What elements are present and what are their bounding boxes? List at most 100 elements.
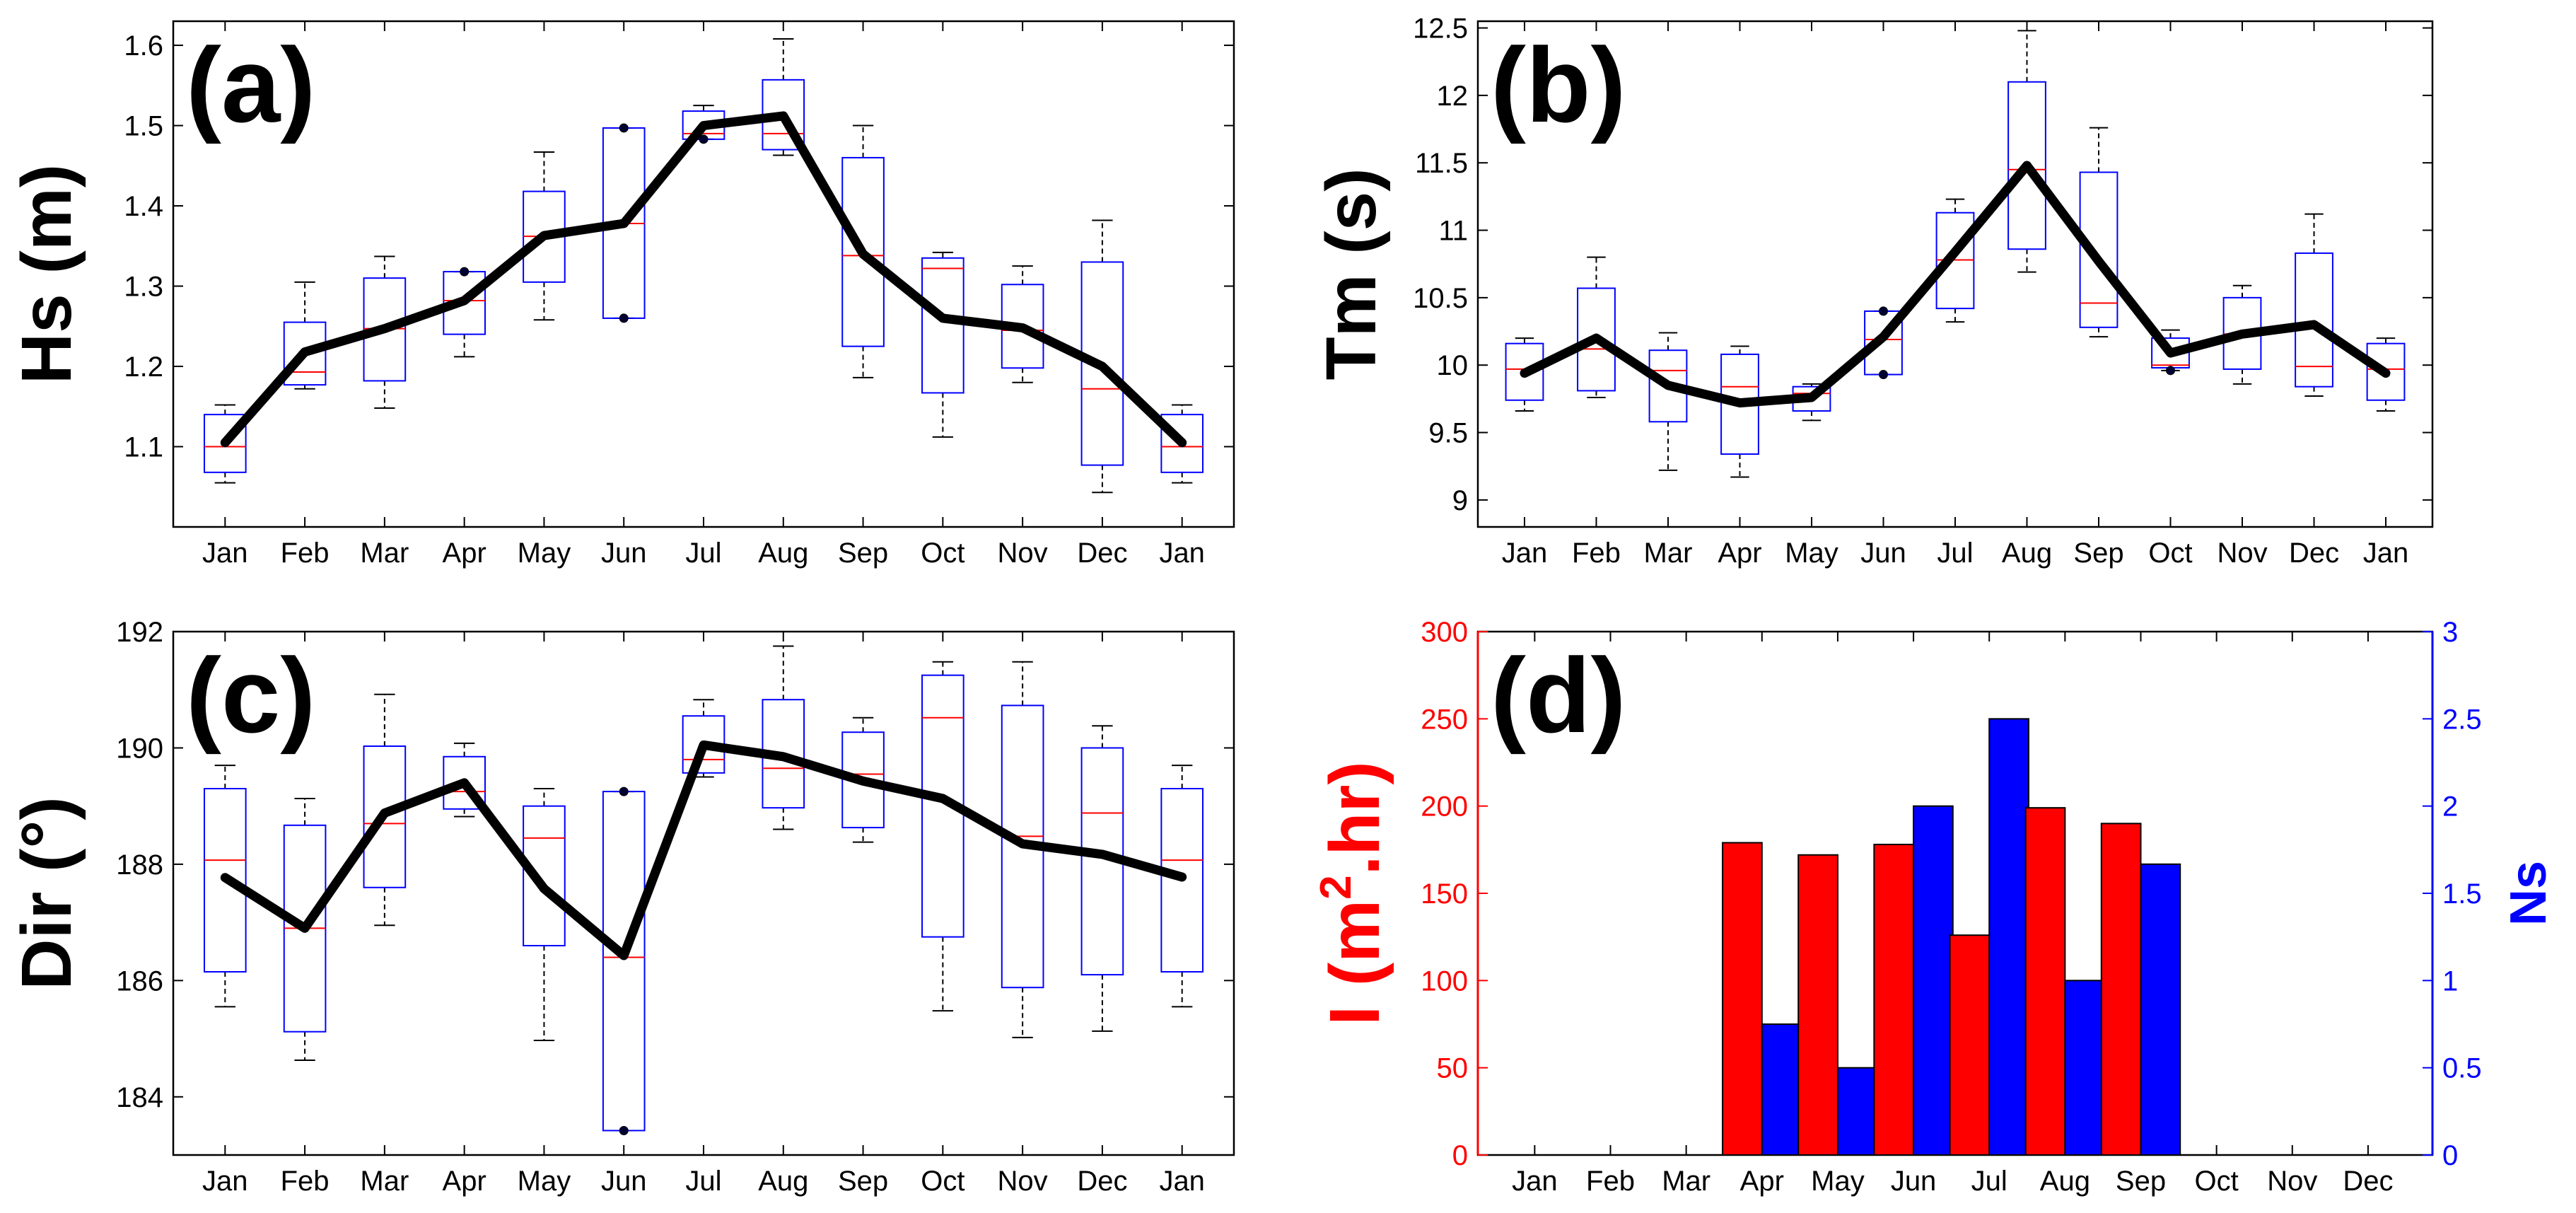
box-body [2366,342,2406,401]
bar-Ns-sep [2140,863,2181,1156]
y-axis-label-left: I (m2.hr) [1312,761,1394,1025]
mean-line [220,111,1187,448]
outlier-point [619,787,629,796]
y-tick-label: 1.4 [124,191,163,222]
bar-Ns-jun [1913,805,1954,1156]
box-body [363,277,407,382]
x-tick-label: Apr [443,538,486,569]
box-dec [1080,219,1124,494]
x-tick-label: Jul [685,1166,721,1197]
bar-I-jul [1949,934,1991,1156]
outlier-point [2166,366,2176,376]
y-tick-label: 1.1 [124,432,163,463]
box-sep [841,716,885,843]
x-tick-label: Jul [1937,538,1973,569]
x-tick-label: Jul [685,538,721,569]
panel-label: (d) [1491,636,1626,755]
x-tick-label: Oct [921,538,964,569]
box-jun [602,787,646,1135]
outlier-point [619,123,629,133]
x-tick-label: Mar [1644,538,1693,569]
x-tick-label: Dec [2343,1166,2393,1197]
bar-Ns-jul [1988,718,2029,1156]
box-apr [1720,345,1759,478]
x-tick-label: Apr [1740,1166,1784,1197]
box-body [2295,252,2333,388]
y-axis-label: Dir (°) [7,796,86,989]
outlier-point [1878,306,1888,316]
plot-frame [172,20,1235,528]
x-tick-label: Jan [2363,538,2409,569]
y-tick-label: 9 [1452,485,1468,516]
y-tick-label-right: 3 [2442,617,2458,648]
bar-I-may [1797,854,1838,1156]
panel-label: (c) [186,636,315,755]
box-body [363,745,407,888]
box-body [2007,81,2046,250]
bar-I-jun [1873,843,1915,1156]
box-jan [1160,404,1204,484]
y-axis-label-right: Ns [2500,861,2557,926]
x-tick-label: Sep [838,1166,888,1197]
box-body [283,321,327,386]
box-body [921,257,964,394]
x-tick-label: Dec [1077,1166,1127,1197]
y-tick-label-left: 0 [1452,1140,1468,1171]
panel-label: (a) [186,25,315,144]
bar-I-apr [1722,842,1763,1156]
box-jan [1160,765,1204,1008]
outlier-point [619,313,629,323]
x-tick-label: Mar [360,538,409,569]
x-tick-label: Aug [758,538,808,569]
x-tick-label: Apr [443,1166,486,1197]
box-oct [921,661,964,1012]
x-tick-label: Sep [2116,1166,2166,1197]
x-tick-label: Jun [1860,538,1906,569]
box-body [1160,788,1204,973]
x-tick-label: Feb [281,1166,330,1197]
panel-c: 184 186 188 190 192 Jan Feb Mar Apr May Jun Jul Aug S… [7,617,1235,1197]
outlier-point [1878,370,1888,380]
x-tick-label: Jun [1891,1166,1937,1197]
mean-line [220,740,1187,960]
y-tick-label: 12.5 [1413,13,1468,45]
box-body [523,805,566,946]
x-tick-label: Sep [838,538,888,569]
box-sep [2079,127,2119,338]
y-tick-label: 11 [1438,216,1468,247]
x-tick-label: Oct [921,1166,964,1197]
y-axis-label: Tm (s) [1312,168,1391,381]
bar-Ns-apr [1761,1023,1802,1156]
box-body [1080,261,1124,466]
y-tick-label: 184 [116,1082,163,1113]
x-tick-label: Nov [2217,538,2267,569]
box-jan [203,765,247,1008]
y-tick-label-left: 200 [1421,791,1468,823]
x-tick-label: Mar [360,1166,409,1197]
y-tick-label-right: 0 [2442,1140,2458,1171]
y-tick-label-right: 1.5 [2442,878,2482,910]
y-tick-label-right: 0.5 [2442,1053,2482,1084]
panel-d: 0 50 100 150 200 250 300 0 0.5 1 1.5 2 2.5 3 Jan Feb Mar… [1312,617,2557,1197]
box-body [602,791,646,1132]
y-axis-label: Hs (m) [7,164,86,384]
box-body [841,156,885,347]
box-mar [1648,332,1688,471]
panel-label: (b) [1491,25,1626,144]
x-tick-label: Jul [1971,1166,2007,1197]
x-tick-label: Dec [2289,538,2339,569]
box-body [2079,171,2119,328]
panel-a: 1.1 1.2 1.3 1.4 1.5 1.6 Jan Feb Mar Apr May Jun Jul A… [7,20,1235,569]
x-tick-label: Aug [2040,1166,2090,1197]
x-tick-label: May [518,1166,571,1197]
box-oct [2151,329,2190,376]
y-tick-label-right: 1 [2442,965,2458,997]
y-tick-label-left: 300 [1421,617,1468,648]
x-tick-label: Aug [758,1166,808,1197]
y-axis-label-left-main: I (m [1315,900,1394,1026]
x-tick-label: Mar [1662,1166,1710,1197]
x-tick-label: Jan [202,1166,248,1197]
box-feb [1577,256,1616,398]
bar-Ns-may [1836,1067,1878,1156]
x-tick-label: Dec [1077,538,1127,569]
